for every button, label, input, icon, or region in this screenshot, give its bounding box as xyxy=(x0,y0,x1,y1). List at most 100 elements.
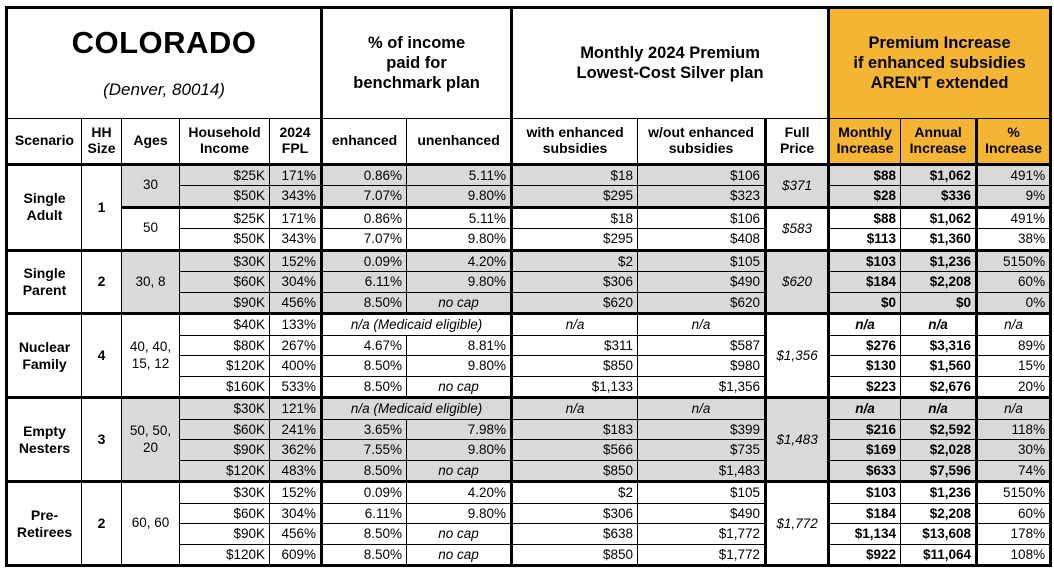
cell-without-subsidies: $735 xyxy=(637,439,767,461)
cell-unenhanced-pct: 5.11% xyxy=(406,205,513,230)
cell-without-subsidies: $980 xyxy=(637,355,767,377)
cell-enhanced-pct: 0.86% xyxy=(320,205,408,230)
cell-pct-increase: 89% xyxy=(975,334,1052,357)
cell-household-income: $25K xyxy=(179,205,270,230)
table-row: Nuclear Family 4 40, 40, 15, 12 $40K 133% n/a… xyxy=(6,312,1052,399)
cell-monthly-increase: $103 xyxy=(827,480,902,504)
cell-pct-increase: 15% xyxy=(975,355,1052,377)
cell-monthly-increase: $223 xyxy=(827,375,902,399)
cell-enhanced-pct: 8.50% xyxy=(320,291,408,315)
cell-pct-increase: 30% xyxy=(975,439,1052,461)
cell-full-price: $1,772 xyxy=(764,480,830,567)
cell-unenhanced-pct: 7.98% xyxy=(406,418,513,441)
cell-unenhanced-pct: 9.80% xyxy=(406,355,513,377)
cell-scenario: Single Adult xyxy=(6,162,82,251)
cell-household-income: $40K xyxy=(179,312,270,336)
col-header-enhanced: enhanced xyxy=(320,117,408,166)
cell-household-income: $25K xyxy=(179,162,270,187)
cell-scenario: Pre- Retirees xyxy=(6,480,82,567)
col-header-hh-size: HH Size xyxy=(81,117,122,166)
cell-monthly-increase: $216 xyxy=(827,418,902,441)
cell-household-income: $60K xyxy=(179,502,270,525)
cell-annual-increase: $7,596 xyxy=(900,459,978,483)
cell-unenhanced-pct: no cap xyxy=(406,375,513,399)
cell-household-income: $60K xyxy=(179,271,270,293)
cell-monthly-increase: $169 xyxy=(827,439,902,461)
cell-with-subsidies: $311 xyxy=(510,334,639,357)
cell-pct-increase: 38% xyxy=(975,228,1052,251)
col-header-without-subsidies: w/out enhanced subsidies xyxy=(637,117,767,166)
cell-pct-increase: 108% xyxy=(975,543,1052,567)
cell-household-income: $30K xyxy=(179,396,270,420)
cell-fpl: 609% xyxy=(268,543,323,567)
cell-annual-increase: $2,592 xyxy=(900,418,978,441)
cell-unenhanced-pct: 9.80% xyxy=(406,228,513,251)
cell-monthly-increase: $1,134 xyxy=(827,523,902,545)
cell-fpl: 133% xyxy=(268,312,323,336)
header-benchmark-group: % of income paid for benchmark plan xyxy=(320,7,513,119)
cell-pct-increase: 5150% xyxy=(975,480,1052,504)
cell-without-subsidies: n/a xyxy=(637,312,767,336)
cell-ages: 50 xyxy=(121,205,180,251)
cell-annual-increase: $1,360 xyxy=(900,228,978,251)
cell-monthly-increase: $276 xyxy=(827,334,902,357)
col-header-pct-increase: % Increase xyxy=(975,117,1052,166)
cell-pct-increase: 491% xyxy=(975,162,1052,187)
cell-fpl: 400% xyxy=(268,355,323,377)
cell-fpl: 483% xyxy=(268,459,323,483)
cell-without-subsidies: $587 xyxy=(637,334,767,357)
cell-with-subsidies: $2 xyxy=(510,480,639,504)
cell-unenhanced-pct: 4.20% xyxy=(406,480,513,504)
cell-fpl: 304% xyxy=(268,502,323,525)
cell-without-subsidies: $399 xyxy=(637,418,767,441)
cell-household-income: $80K xyxy=(179,334,270,357)
cell-annual-increase: $2,676 xyxy=(900,375,978,399)
col-header-monthly-increase: Monthly Increase xyxy=(827,117,902,166)
cell-annual-increase: n/a xyxy=(900,396,978,420)
cell-with-subsidies: $2 xyxy=(510,248,639,273)
cell-enhanced-pct: 7.55% xyxy=(320,439,408,461)
cell-pct-increase: 5150% xyxy=(975,248,1052,273)
cell-annual-increase: $2,028 xyxy=(900,439,978,461)
cell-with-subsidies: $18 xyxy=(510,162,639,187)
cell-household-income: $160K xyxy=(179,375,270,399)
cell-hh-size: 4 xyxy=(81,312,122,399)
cell-annual-increase: $3,316 xyxy=(900,334,978,357)
cell-unenhanced-pct: 9.80% xyxy=(406,502,513,525)
cell-with-subsidies: $1,133 xyxy=(510,375,639,399)
cell-annual-increase: $336 xyxy=(900,185,978,208)
cell-household-income: $30K xyxy=(179,248,270,273)
cell-fpl: 456% xyxy=(268,523,323,545)
cell-annual-increase: $1,062 xyxy=(900,162,978,187)
cell-household-income: $30K xyxy=(179,480,270,504)
premium-comparison-table: COLORADO (Denver, 80014) % of income pai… xyxy=(5,6,1053,568)
cell-enhanced-pct: 0.86% xyxy=(320,162,408,187)
cell-monthly-increase: $88 xyxy=(827,162,902,187)
cell-monthly-increase: n/a xyxy=(827,396,902,420)
cell-hh-size: 3 xyxy=(81,396,122,483)
cell-fpl: 171% xyxy=(268,162,323,187)
cell-enhanced-pct: 8.50% xyxy=(320,459,408,483)
cell-fpl: 533% xyxy=(268,375,323,399)
cell-enhanced-pct: 8.50% xyxy=(320,375,408,399)
cell-pct-increase: 60% xyxy=(975,271,1052,293)
cell-full-price: $620 xyxy=(764,248,830,315)
table-row: $120K 483% 8.50% no cap $850 $1,483 $633 $7,596… xyxy=(7,459,1052,483)
cell-fpl: 304% xyxy=(268,271,323,293)
cell-with-subsidies: $850 xyxy=(510,355,639,377)
cell-enhanced-pct: 8.50% xyxy=(320,355,408,377)
location-subtitle: (Denver, 80014) xyxy=(103,79,225,99)
cell-pct-increase: 0% xyxy=(975,291,1052,315)
cell-monthly-increase: $922 xyxy=(827,543,902,567)
cell-with-subsidies: n/a xyxy=(510,396,639,420)
cell-full-price: $583 xyxy=(764,205,830,251)
cell-with-subsidies: $18 xyxy=(510,205,639,230)
cell-pct-increase: 74% xyxy=(975,459,1052,483)
header-increase-group: Premium Increase if enhanced subsidies A… xyxy=(827,7,1052,119)
cell-enhanced-pct: 8.50% xyxy=(320,543,408,567)
cell-fpl: 171% xyxy=(268,205,323,230)
cell-fpl: 343% xyxy=(268,228,323,251)
cell-enhanced-pct: 4.67% xyxy=(320,334,408,357)
cell-monthly-increase: $28 xyxy=(827,185,902,208)
cell-pct-increase: 178% xyxy=(975,523,1052,545)
